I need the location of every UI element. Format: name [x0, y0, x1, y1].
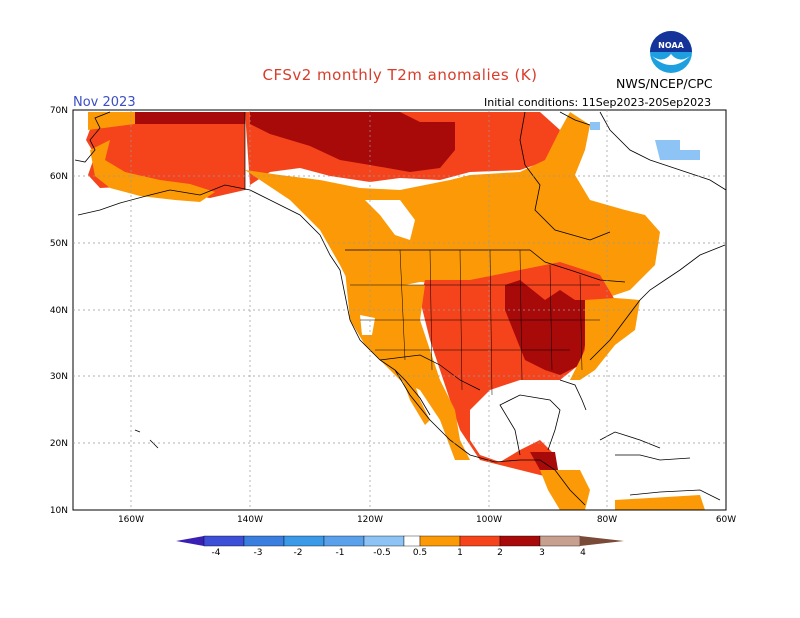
colorbar-label: 4	[580, 548, 586, 558]
anomaly-darkred-north	[250, 112, 455, 172]
graticule	[73, 110, 726, 510]
anomaly-orange-south-america	[615, 495, 705, 510]
anomaly-orange-southeast	[570, 298, 640, 380]
colorbar-label: 2	[497, 548, 503, 558]
lon-label: 120W	[357, 515, 383, 525]
anomaly-neutral-bc	[365, 200, 415, 240]
colorbar-right-arrow	[580, 536, 624, 546]
colorbar-label: 0.5	[412, 548, 428, 558]
anomaly-orange-central-america	[540, 470, 590, 510]
lon-label: 60W	[716, 515, 736, 525]
anomaly-orange-canada	[245, 112, 660, 300]
lat-label: 50N	[50, 239, 68, 249]
colorbar-label: -2	[293, 548, 303, 558]
colorbar-label: -1	[335, 548, 345, 558]
lon-label: 100W	[476, 515, 502, 525]
colorbar-label: -3	[253, 548, 263, 558]
longitude-labels: 160W 140W 120W 100W 80W 60W	[118, 515, 736, 525]
latitude-labels: 70N 60N 50N 40N 30N 20N 10N	[50, 106, 68, 516]
colorbar-segment	[459, 535, 501, 547]
colorbar-label: 3	[539, 548, 545, 558]
colorbar-segment	[499, 535, 541, 547]
colorbar-label: -4	[211, 548, 221, 558]
colorbar-segment	[283, 535, 325, 547]
colorbar-segment	[363, 535, 405, 547]
colorbar	[176, 535, 624, 547]
agency-label: NWS/NCEP/CPC	[616, 76, 713, 91]
anomaly-cold-greenland	[655, 140, 700, 160]
map-title: CFSv2 monthly T2m anomalies (K)	[262, 66, 538, 84]
colorbar-segment	[539, 535, 581, 547]
colorbar-label: -0.5	[373, 548, 391, 558]
lon-label: 140W	[237, 515, 263, 525]
colorbar-left-arrow	[176, 536, 204, 546]
lat-label: 30N	[50, 372, 68, 382]
lon-label: 160W	[118, 515, 144, 525]
anomaly-darkred-mississippi	[505, 280, 595, 375]
anomaly-orange-west-us	[345, 270, 470, 460]
lat-label: 70N	[50, 106, 68, 116]
lat-label: 60N	[50, 172, 68, 182]
lat-label: 10N	[50, 506, 68, 516]
lon-label: 80W	[597, 515, 617, 525]
anomaly-darkred-yukon	[135, 112, 245, 124]
lat-label: 20N	[50, 439, 68, 449]
anomaly-orange-alaska-edge	[90, 140, 215, 202]
political-boundaries	[244, 112, 626, 391]
initial-conditions: Initial conditions: 11Sep2023-20Sep2023	[484, 96, 712, 109]
colorbar-segment	[203, 535, 245, 547]
anomaly-cold-baffin	[590, 122, 600, 130]
anomaly-darkred-mexico	[530, 452, 558, 470]
colorbar-segment	[323, 535, 365, 547]
lat-label: 40N	[50, 306, 68, 316]
state-lines	[350, 249, 600, 396]
coastlines	[74, 111, 726, 506]
colorbar-segment	[243, 535, 285, 547]
colorbar-segment	[403, 535, 421, 547]
colorbar-segment	[419, 535, 461, 547]
svg-text:NOAA: NOAA	[658, 41, 684, 50]
colorbar-label: 1	[457, 548, 463, 558]
forecast-month: Nov 2023	[73, 95, 136, 110]
noaa-logo-icon: NOAA	[650, 31, 692, 73]
